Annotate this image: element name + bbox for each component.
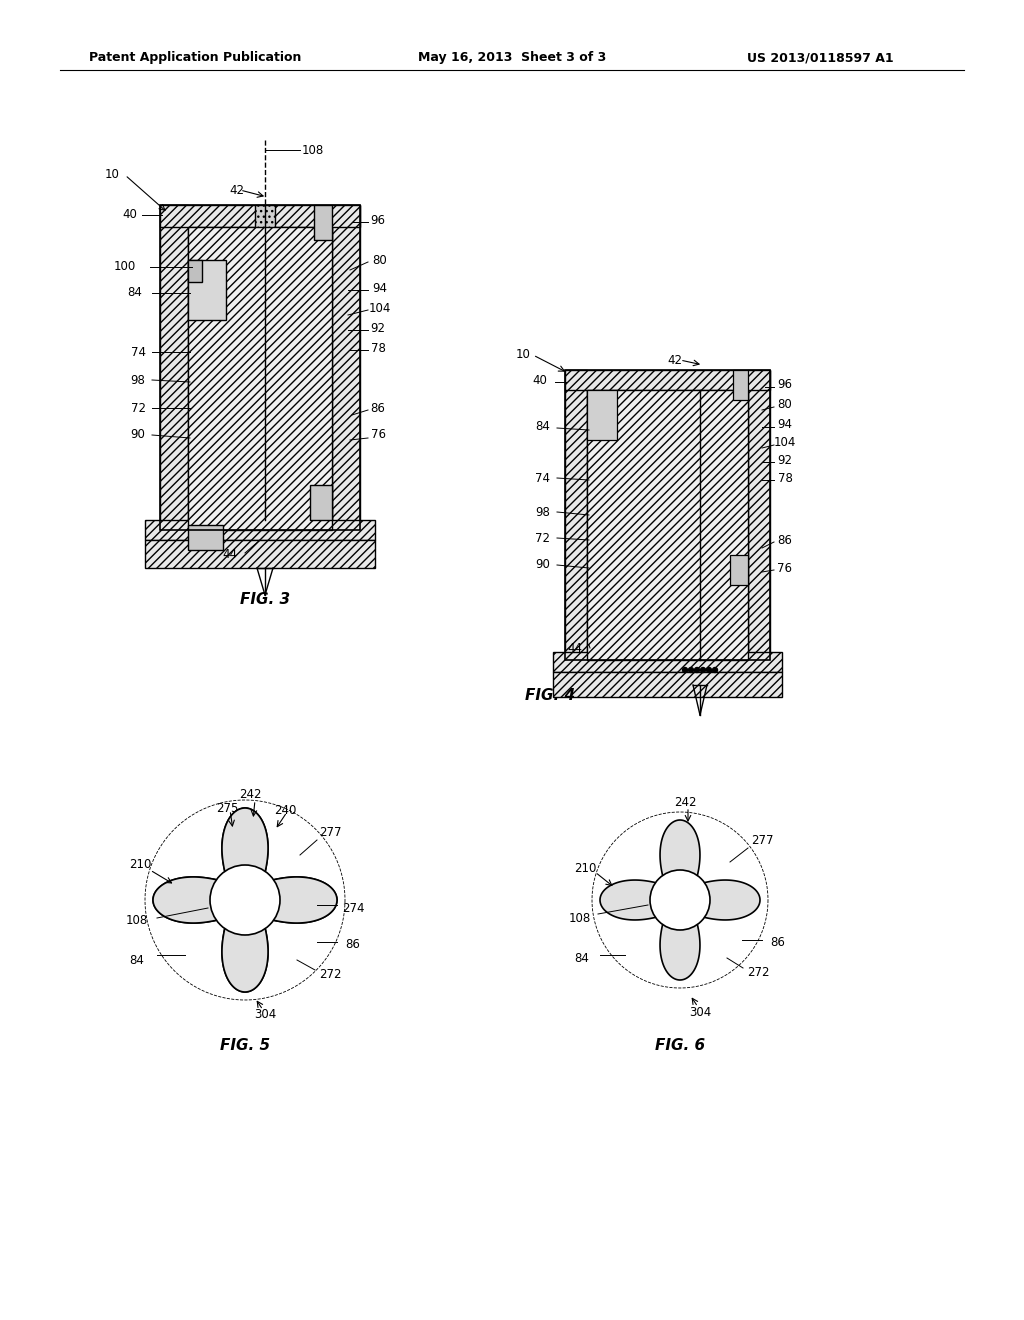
- Text: 90: 90: [536, 558, 551, 572]
- Text: 304: 304: [254, 1008, 276, 1022]
- Text: 72: 72: [130, 401, 145, 414]
- Text: 84: 84: [536, 421, 551, 433]
- Text: 92: 92: [371, 322, 385, 334]
- Text: 240: 240: [273, 804, 296, 817]
- Text: 100: 100: [114, 260, 136, 273]
- Text: 10: 10: [515, 348, 530, 362]
- Text: 272: 272: [746, 965, 769, 978]
- Text: 272: 272: [318, 969, 341, 982]
- Text: 78: 78: [371, 342, 385, 355]
- Circle shape: [688, 668, 693, 672]
- Bar: [310, 484, 332, 520]
- Text: 74: 74: [130, 346, 145, 359]
- Text: 86: 86: [371, 401, 385, 414]
- Bar: [188, 260, 226, 319]
- Text: 90: 90: [131, 429, 145, 441]
- Text: 44: 44: [222, 549, 238, 561]
- Bar: [160, 205, 360, 227]
- Text: 86: 86: [771, 936, 785, 949]
- Text: 80: 80: [777, 399, 793, 412]
- Text: 94: 94: [777, 418, 793, 432]
- Text: FIG. 5: FIG. 5: [220, 1038, 270, 1052]
- Text: 40: 40: [123, 209, 137, 222]
- Text: 40: 40: [532, 374, 548, 387]
- Text: 44: 44: [567, 642, 583, 655]
- Text: 84: 84: [574, 952, 590, 965]
- Text: 275: 275: [216, 801, 239, 814]
- Text: 76: 76: [371, 429, 385, 441]
- Text: 86: 86: [777, 533, 793, 546]
- Text: 242: 242: [239, 788, 261, 801]
- Text: 210: 210: [573, 862, 596, 874]
- Text: 84: 84: [128, 286, 142, 300]
- Text: 104: 104: [369, 301, 391, 314]
- Bar: [553, 652, 782, 672]
- Text: FIG. 6: FIG. 6: [655, 1038, 706, 1052]
- Bar: [188, 260, 202, 282]
- Text: 108: 108: [569, 912, 591, 924]
- Circle shape: [700, 668, 706, 672]
- Text: 104: 104: [774, 437, 797, 450]
- Text: 76: 76: [777, 561, 793, 574]
- Text: 210: 210: [129, 858, 152, 871]
- Circle shape: [210, 865, 280, 935]
- Circle shape: [713, 668, 718, 672]
- Text: FIG. 3: FIG. 3: [240, 593, 290, 607]
- Text: 108: 108: [126, 913, 148, 927]
- Text: 304: 304: [689, 1006, 711, 1019]
- Bar: [748, 370, 770, 660]
- Text: 277: 277: [751, 833, 773, 846]
- Text: FIG. 4: FIG. 4: [525, 688, 575, 702]
- Bar: [314, 205, 332, 240]
- Text: 10: 10: [104, 169, 120, 181]
- Text: 96: 96: [371, 214, 385, 227]
- Text: 42: 42: [668, 354, 683, 367]
- Text: 96: 96: [777, 379, 793, 392]
- Bar: [565, 370, 770, 389]
- Bar: [587, 389, 748, 660]
- Text: Patent Application Publication: Patent Application Publication: [89, 51, 301, 65]
- Text: 80: 80: [373, 253, 387, 267]
- Text: 242: 242: [674, 796, 696, 808]
- Bar: [332, 205, 360, 531]
- Text: 92: 92: [777, 454, 793, 466]
- Bar: [565, 370, 587, 660]
- Bar: [145, 540, 375, 568]
- Text: 274: 274: [342, 902, 365, 915]
- Text: 98: 98: [131, 374, 145, 387]
- Text: 74: 74: [536, 471, 551, 484]
- Circle shape: [694, 668, 699, 672]
- Text: 42: 42: [229, 183, 245, 197]
- Bar: [565, 370, 770, 660]
- Text: 78: 78: [777, 471, 793, 484]
- Text: 72: 72: [536, 532, 551, 544]
- Bar: [730, 554, 748, 585]
- Text: 84: 84: [130, 953, 144, 966]
- Bar: [255, 205, 275, 260]
- Text: 108: 108: [302, 144, 325, 157]
- Bar: [160, 205, 188, 531]
- Circle shape: [707, 668, 712, 672]
- Polygon shape: [600, 820, 760, 979]
- Text: 98: 98: [536, 506, 551, 519]
- Bar: [145, 520, 375, 540]
- Bar: [188, 525, 223, 550]
- Circle shape: [683, 668, 687, 672]
- Text: May 16, 2013  Sheet 3 of 3: May 16, 2013 Sheet 3 of 3: [418, 51, 606, 65]
- Polygon shape: [153, 808, 337, 993]
- Bar: [160, 205, 360, 531]
- Bar: [587, 389, 617, 440]
- Bar: [553, 672, 782, 697]
- Text: 86: 86: [345, 939, 360, 952]
- Text: 94: 94: [373, 281, 387, 294]
- Circle shape: [650, 870, 710, 931]
- Bar: [733, 370, 748, 400]
- Text: US 2013/0118597 A1: US 2013/0118597 A1: [746, 51, 893, 65]
- Text: 277: 277: [318, 825, 341, 838]
- Bar: [188, 227, 332, 531]
